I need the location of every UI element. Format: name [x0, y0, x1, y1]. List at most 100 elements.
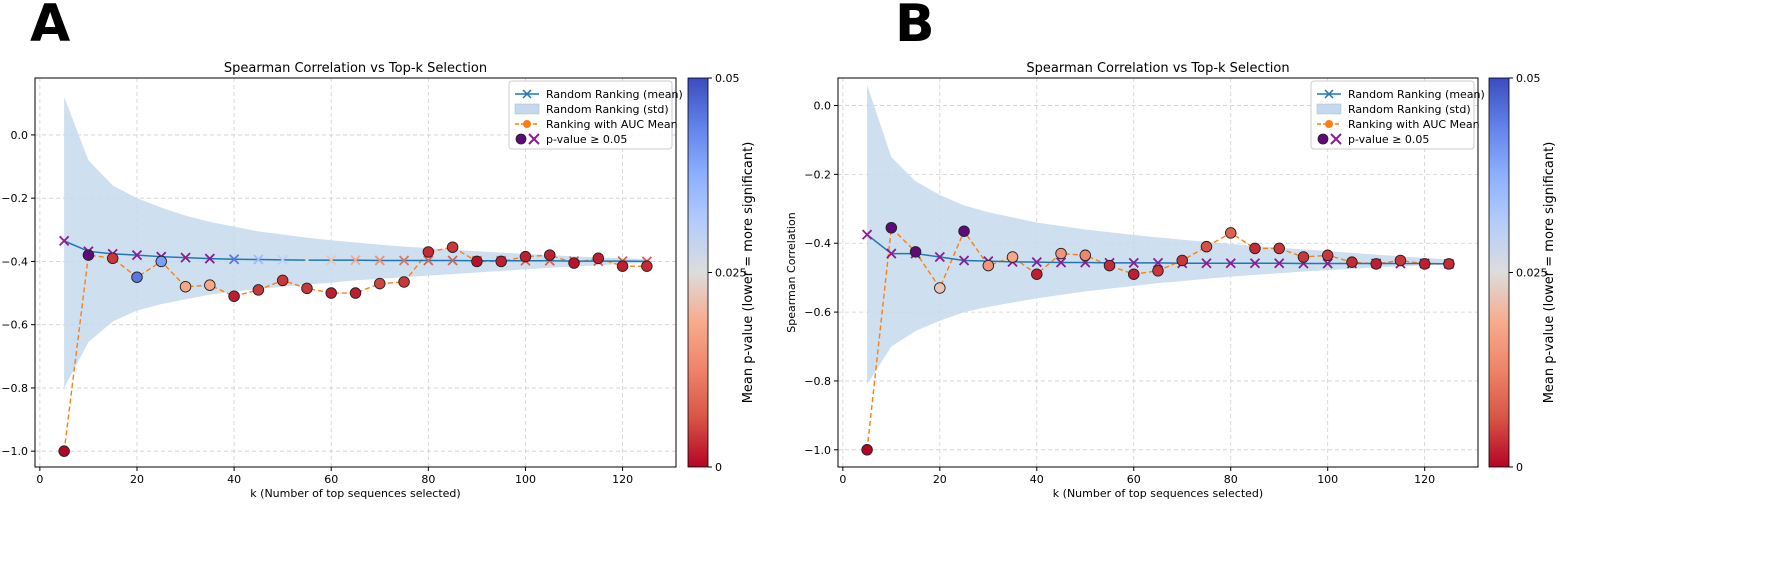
y-tick-label: −0.2	[1, 192, 28, 205]
x-tick-label: 120	[612, 473, 633, 486]
legend-label: p-value ≥ 0.05	[546, 133, 627, 146]
legend-std-swatch	[1316, 103, 1342, 115]
random-std-band	[64, 96, 647, 388]
y-tick-label: 0.0	[11, 129, 29, 142]
auc-mean-point	[1346, 256, 1358, 268]
auc-mean-point	[1321, 249, 1334, 262]
auc-mean-point	[422, 246, 435, 258]
random-mean-point	[958, 255, 970, 266]
x-tick-label: 60	[1127, 473, 1141, 486]
y-tick-label: −0.2	[804, 168, 831, 181]
random-mean-point	[228, 254, 240, 265]
random-mean-point	[180, 252, 191, 263]
legend-label: Ranking with AUC Mean	[1348, 118, 1480, 131]
random-mean-point	[447, 255, 458, 266]
random-mean-point	[1225, 258, 1236, 269]
auc-mean-point	[958, 225, 970, 237]
auc-mean-point	[374, 277, 386, 290]
y-tick-label: −0.6	[1, 319, 28, 332]
auc-mean-point	[398, 276, 410, 288]
random-mean-point	[1249, 258, 1261, 269]
auc-mean-point	[1418, 258, 1431, 270]
random-mean-point	[1152, 257, 1164, 268]
colorbar-tick-label: 0.025	[715, 267, 747, 280]
y-axis-label: Spearman Correlation	[785, 212, 798, 332]
x-tick-label: 80	[1224, 473, 1238, 486]
auc-mean-point	[301, 282, 313, 295]
auc-mean-point	[228, 290, 240, 302]
auc-mean-point	[471, 255, 483, 268]
legend-random-x-swatch	[1324, 89, 1334, 99]
x-axis-label: k (Number of top sequences selected)	[250, 487, 460, 500]
legend-label: Random Ranking (mean)	[546, 88, 683, 101]
legend-std-swatch	[514, 103, 540, 115]
legend-label: Random Ranking (std)	[1348, 103, 1471, 116]
auc-mean-point	[1273, 242, 1285, 255]
auc-mean-point	[252, 284, 265, 296]
legend-box	[1310, 80, 1475, 150]
chart-title: Spearman Correlation vs Top-k Selection	[1026, 61, 1289, 76]
random-std-band	[867, 84, 1449, 385]
auc-mean-point	[592, 252, 605, 265]
x-tick-label: 20	[933, 473, 947, 486]
auc-mean-point	[1297, 251, 1310, 263]
random-mean-point	[886, 248, 897, 259]
x-tick-label: 120	[1414, 473, 1435, 486]
legend-auc-dot-swatch	[523, 120, 531, 128]
auc-mean-point	[179, 280, 192, 293]
auc-mean-point	[1079, 249, 1092, 262]
random-mean-point	[1031, 257, 1042, 268]
random-mean-point	[1322, 258, 1333, 269]
y-tick-label: −1.0	[1, 445, 28, 458]
random-mean-point	[131, 249, 143, 261]
chart-title: Spearman Correlation vs Top-k Selection	[224, 61, 487, 76]
auc-mean-point	[909, 246, 922, 258]
plot-frame	[837, 77, 1479, 468]
auc-mean-point	[204, 279, 216, 291]
auc-mean-point	[885, 221, 898, 234]
legend-label: Random Ranking (mean)	[1348, 88, 1485, 101]
auc-mean-point	[641, 260, 653, 272]
legend-nonsig-circle-swatch	[515, 133, 527, 145]
auc-mean-point	[1394, 254, 1407, 267]
x-tick-label: 40	[227, 473, 241, 486]
colorbar-label: Mean p-value (lower = more significant)	[1542, 142, 1557, 404]
y-tick-label: −0.4	[1, 255, 28, 268]
random-mean-point	[301, 255, 313, 266]
auc-mean-point	[82, 249, 95, 261]
random-mean-point	[398, 255, 410, 266]
auc-mean-point	[446, 241, 459, 253]
y-tick-label: −0.4	[804, 237, 831, 250]
random-mean-point	[59, 235, 70, 247]
x-tick-label: 0	[36, 473, 43, 486]
random-mean-point	[861, 229, 873, 240]
auc-mean-point	[568, 257, 580, 269]
auc-mean-point	[495, 255, 507, 268]
y-tick-label: −0.8	[1, 382, 28, 395]
random-mean-point	[253, 254, 264, 265]
auc-mean-point	[543, 249, 556, 261]
auc-mean-point	[616, 260, 629, 272]
random-mean-point	[374, 255, 385, 266]
auc-mean-point	[1249, 242, 1261, 255]
colorbar	[1488, 77, 1510, 468]
y-tick-label: 0.0	[814, 100, 832, 113]
colorbar-tick-label: 0.05	[715, 72, 740, 85]
auc-mean-point	[58, 445, 70, 457]
x-tick-label: 60	[324, 473, 338, 486]
chart-panel-b: 0 20 40 60 80 100 120 0.0 −0.2 −0.4 −0.6 −0.8 −1.0 Sp…	[785, 61, 1557, 500]
legend-label: Ranking with AUC Mean	[546, 118, 678, 131]
colorbar-label: Mean p-value (lower = more significant)	[741, 142, 756, 404]
x-tick-label: 40	[1030, 473, 1044, 486]
legend-nonsig-circle-swatch	[1317, 133, 1329, 145]
auc-mean-point	[1103, 259, 1116, 272]
colorbar-tick-label: 0	[715, 461, 722, 474]
y-tick-label: −1.0	[804, 444, 831, 457]
auc-mean-point	[1031, 268, 1043, 280]
random-mean-point	[1055, 257, 1067, 268]
auc-mean-point	[155, 255, 168, 268]
plot-frame	[34, 77, 677, 468]
x-tick-label: 100	[515, 473, 536, 486]
legend-nonsig-x-swatch	[1330, 133, 1342, 145]
